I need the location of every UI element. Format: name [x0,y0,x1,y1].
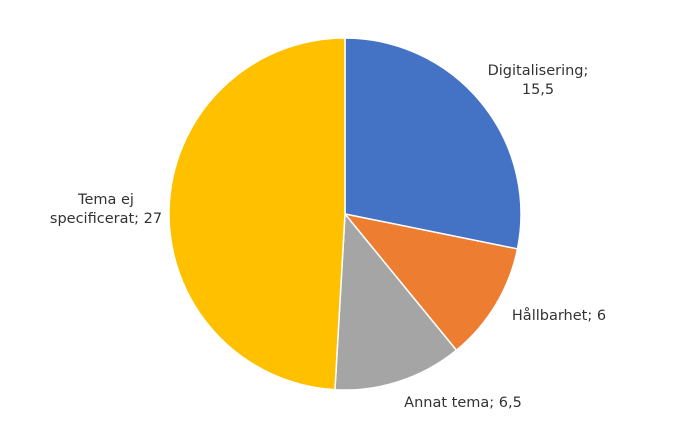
label-hallbarhet-text: Hållbarhet; 6 [511,308,607,324]
label-digitalisering-value: 15,5 [521,82,555,98]
slice-tema-ej-specificerat [168,37,346,391]
label-tema-ej-name: Tema ej [78,192,134,208]
label-annat-text: Annat tema; 6,5 [404,395,522,411]
label-digitalisering-name: Digitalisering; [487,63,589,79]
label-digitalisering: Digitalisering; 15,5 [478,62,598,100]
label-tema-ej-value: specificerat; 27 [49,211,163,227]
label-tema-ej-specificerat: Tema ej specificerat; 27 [36,191,176,229]
slice-hallbarhet [344,213,519,351]
slice-digitalisering [344,37,522,250]
slice-annat-tema [334,213,458,391]
label-hallbarhet: Hållbarhet; 6 [504,307,614,326]
label-annat-tema: Annat tema; 6,5 [398,394,528,413]
